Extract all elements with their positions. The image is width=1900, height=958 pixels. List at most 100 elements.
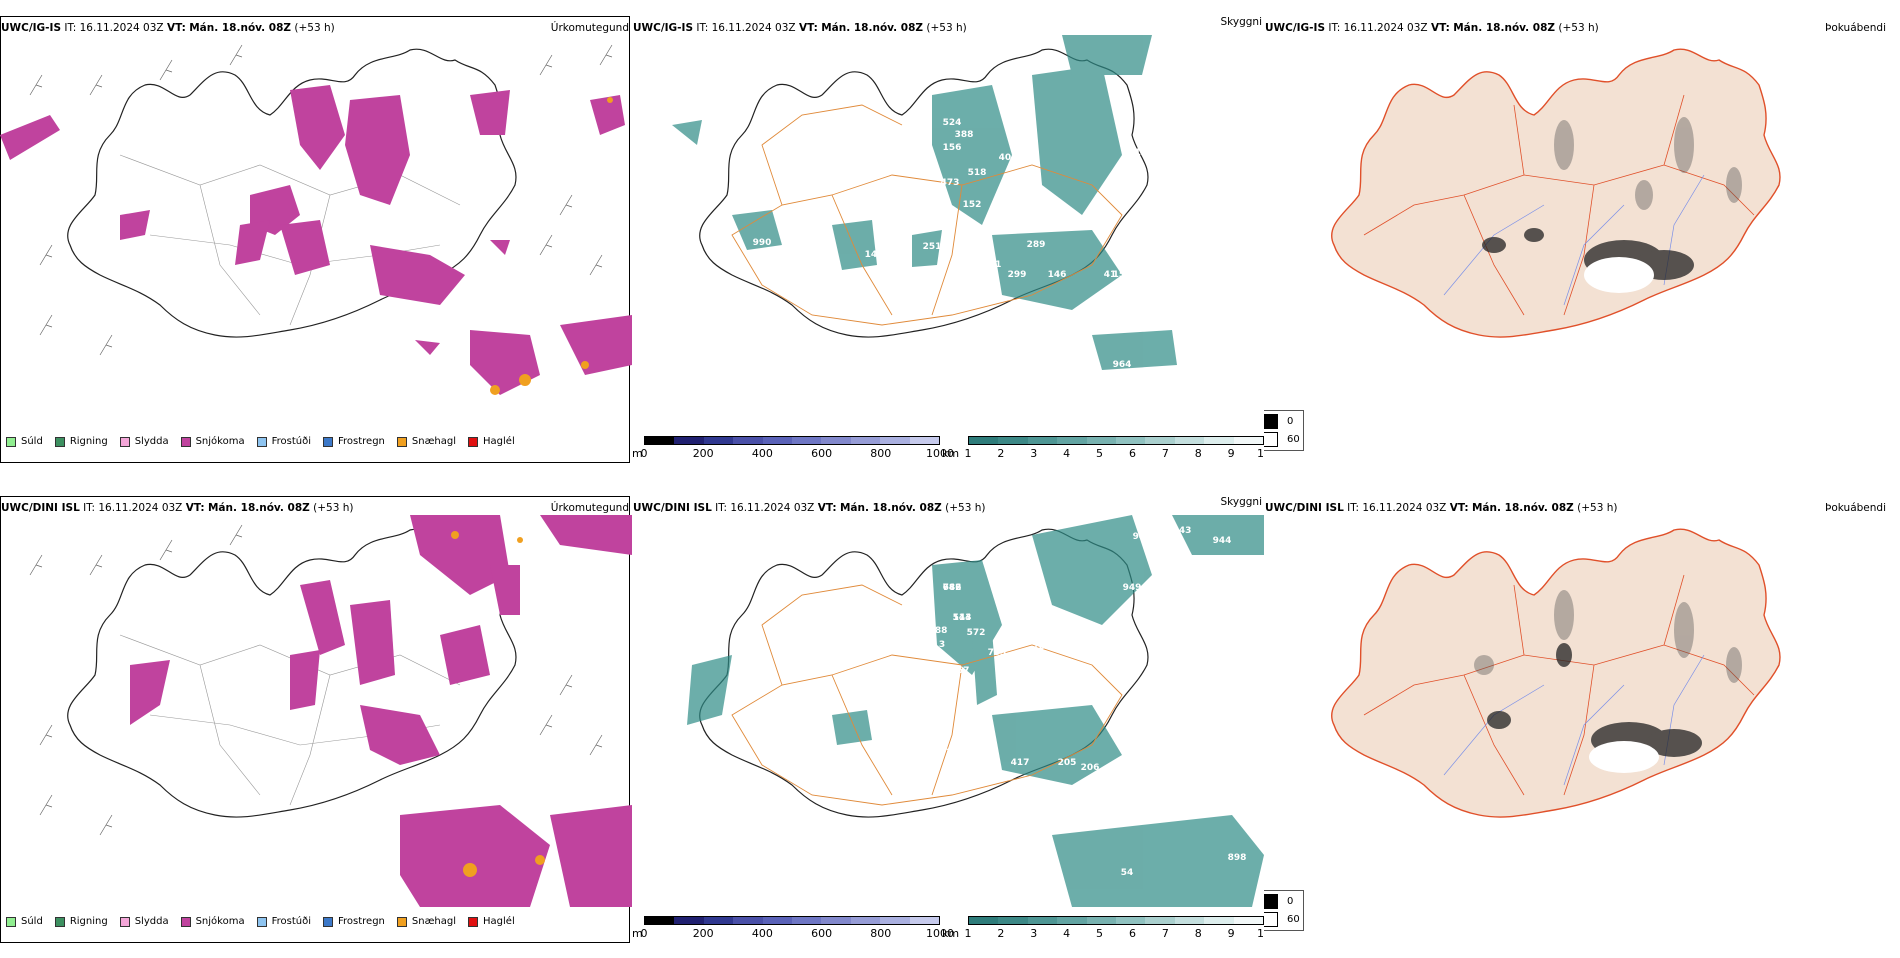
panel-fog-bottom: UWC/DINI ISL IT: 16.11.2024 03Z VT: Mán.…	[1264, 480, 1900, 958]
visibility-value-label: 132	[1033, 220, 1052, 230]
panel-title: Þokuábendi	[1825, 22, 1886, 34]
legend-swatch	[396, 916, 407, 927]
colorbar-tick: 200	[692, 447, 714, 460]
visibility-value-label: 990	[753, 238, 772, 248]
model-name: UWC/IG-IS	[1265, 22, 1326, 34]
visibility-value-label: 167	[951, 666, 970, 676]
panel-header: UWC/IG-IS IT: 16.11.2024 03Z VT: Mán. 18…	[633, 22, 967, 34]
legend-item-5: Frostregn	[323, 916, 385, 927]
colorbar-tick: 7	[1161, 447, 1169, 460]
lead-time: (+53 h)	[1558, 22, 1599, 34]
legend-swatch	[468, 916, 479, 927]
fog-legend-item-0: 0	[1264, 414, 1300, 429]
lead-time: (+53 h)	[1577, 502, 1618, 514]
legend-label: Rigning	[69, 436, 108, 447]
colorbar-tick: 2	[997, 447, 1005, 460]
legend-item-1: Rigning	[54, 916, 108, 927]
legend-item-6: Snæhagl	[396, 436, 457, 447]
legend-swatch	[323, 916, 333, 927]
legend-label: Súld	[21, 436, 43, 447]
colorbar-m-unit: m	[632, 927, 643, 940]
colorbar-tick: 3	[1030, 927, 1038, 940]
visibility-value-label: 76	[936, 383, 949, 393]
lead-time: (+53 h)	[313, 502, 354, 514]
visibility-value-label: 209	[878, 743, 897, 753]
visibility-value-label: 156	[943, 143, 962, 153]
visibility-value-label: 786	[943, 583, 962, 593]
legend-swatch	[256, 436, 267, 447]
panel-header: UWC/IG-IS IT: 16.11.2024 03Z VT: Mán. 18…	[1265, 22, 1599, 34]
visibility-value-label: 642	[943, 583, 962, 593]
colorbar-km-gradient	[968, 916, 1264, 925]
valid-time-prefix: VT:	[798, 22, 818, 34]
colorbar-tick: 4	[1063, 927, 1071, 940]
legend-swatch	[6, 916, 16, 927]
colorbar-km-gradient	[968, 436, 1264, 445]
legend-item-2: Slydda	[119, 436, 169, 447]
visibility-value-label: 146	[865, 250, 884, 260]
init-time: IT: 16.11.2024 03Z	[83, 502, 183, 514]
colorbar-tick: 10	[1257, 927, 1264, 940]
valid-time-prefix: VT:	[1430, 22, 1450, 34]
model-name: UWC/IG-IS	[1, 22, 62, 34]
model-name: UWC/DINI ISL	[633, 502, 712, 514]
valid-time: Mán. 18.nóv. 08Z	[189, 22, 292, 34]
legend-item-4: Frostúði	[256, 436, 311, 447]
legend-swatch	[180, 436, 191, 447]
legend-label: Frostregn	[338, 916, 385, 927]
visibility-m-colorbar: 0 200 400 600 800 1000	[632, 916, 954, 946]
legend-item-2: Slydda	[119, 916, 169, 927]
legend-item-7: Haglél	[468, 436, 515, 447]
fog-legend-label: 0	[1287, 896, 1294, 907]
colorbar-tick: 2	[997, 927, 1005, 940]
fog-map	[1330, 528, 1781, 818]
colorbar-tick: 4	[1063, 447, 1071, 460]
panel-frame	[0, 16, 630, 463]
fog-legend-swatch	[1264, 414, 1278, 429]
fog-legend-swatch	[1264, 894, 1278, 909]
colorbar-tick: 1000	[926, 447, 954, 460]
visibility-m-colorbar: 0 200 400 600 800 1000	[632, 436, 954, 466]
visibility-value-label: 211	[983, 260, 1002, 270]
visibility-value-label: 248	[1033, 676, 1052, 686]
legend-label: Rigning	[69, 916, 108, 927]
colorbar-tick: 800	[870, 447, 892, 460]
colorbar-tick: 10	[1257, 447, 1264, 460]
panel-header: UWC/DINI ISL IT: 16.11.2024 03Z VT: Mán.…	[633, 502, 986, 514]
colorbar-tick: 1	[964, 927, 972, 940]
panel-title: Úrkomutegund	[550, 22, 629, 34]
colorbar-tick: 5	[1096, 447, 1104, 460]
visibility-value-label: 152	[963, 200, 982, 210]
legend-swatch	[323, 436, 333, 447]
visibility-km-colorbar: 1 2 3 4 5 6 7 8 9 10	[954, 916, 1264, 946]
lead-time: (+53 h)	[926, 22, 967, 34]
fog-legend-swatch	[1264, 912, 1278, 927]
panel-precip-type-bottom: UWC/DINI ISL IT: 16.11.2024 03Z VT: Mán.…	[0, 480, 632, 958]
visibility-value-label: 417	[1011, 758, 1030, 768]
legend-item-1: Rigning	[54, 436, 108, 447]
visibility-value-label: 524	[943, 118, 962, 128]
legend-label: Snæhagl	[411, 916, 457, 927]
visibility-value-label: 146	[1048, 270, 1067, 280]
fog-legend: 0 60	[1264, 890, 1304, 931]
visibility-value-label: 188	[929, 626, 948, 636]
visibility-value-label: 3	[939, 640, 945, 650]
panel-visibility-top: UWC/IG-IS IT: 16.11.2024 03Z VT: Mán. 18…	[632, 0, 1264, 478]
visibility-map: 642 114 188 572 3 733 781 167 948 943 944 949 83 248 2…	[687, 515, 1264, 907]
legend-label: Slydda	[134, 436, 169, 447]
colorbar-tick: 8	[1194, 447, 1202, 460]
model-name: UWC/IG-IS	[633, 22, 694, 34]
fog-legend-item-1: 60	[1264, 432, 1300, 447]
legend-label: Haglél	[483, 916, 515, 927]
colorbar-m-unit: m	[632, 447, 643, 460]
legend-label: Haglél	[483, 436, 515, 447]
panel-visibility-bottom: UWC/DINI ISL IT: 16.11.2024 03Z VT: Mán.…	[632, 480, 1264, 958]
visibility-value-label: 473	[941, 178, 960, 188]
visibility-value-label: 572	[967, 628, 986, 638]
fog-legend-label: 60	[1287, 914, 1300, 925]
colorbar-tick: 9	[1227, 927, 1235, 940]
panel-header: UWC/DINI ISL IT: 16.11.2024 03Z VT: Mán.…	[1265, 502, 1618, 514]
colorbar-km-unit: km	[942, 927, 960, 940]
legend-label: Snæhagl	[411, 436, 457, 447]
valid-time-prefix: VT:	[1449, 502, 1469, 514]
